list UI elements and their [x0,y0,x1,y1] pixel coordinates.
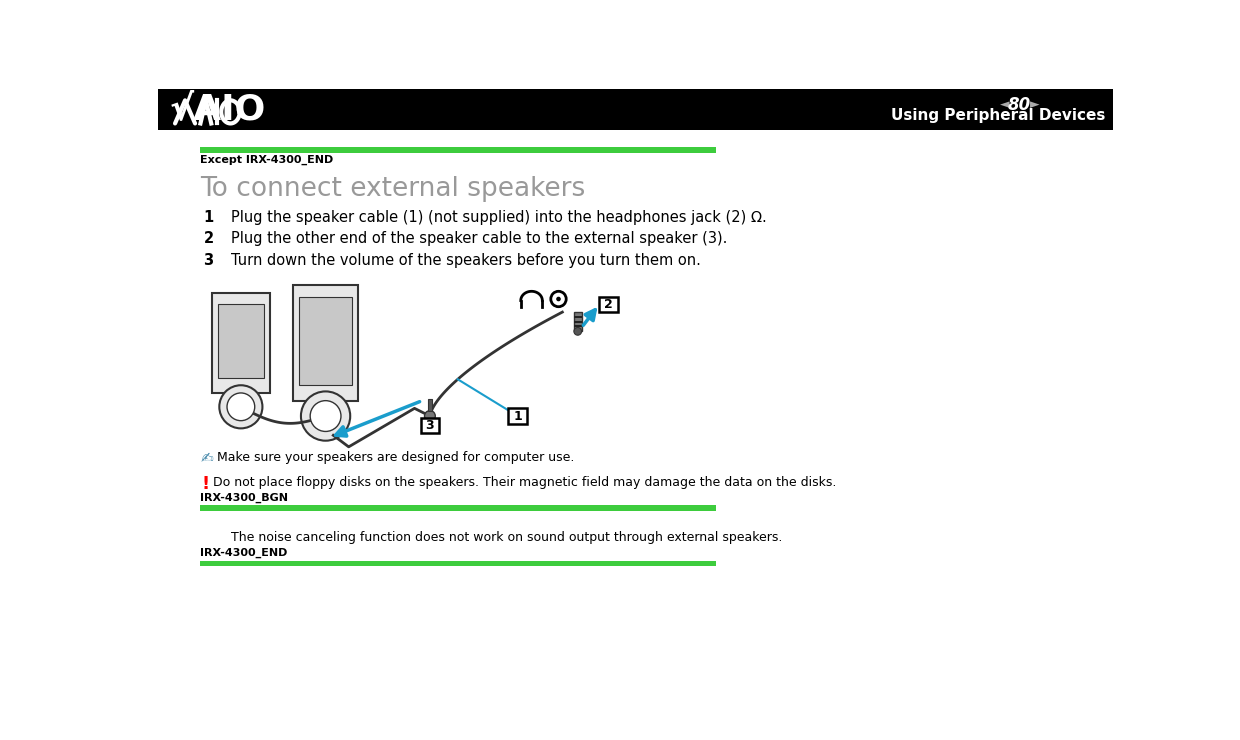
Text: 1: 1 [203,209,213,225]
Bar [599,297,618,312]
Text: !: ! [202,475,210,494]
Text: 3: 3 [203,253,213,268]
Bar [218,304,264,377]
Text: Using Peripheral Devices: Using Peripheral Devices [890,108,1105,123]
Bar [159,89,1112,130]
Text: 3: 3 [425,419,434,431]
Bar [212,293,270,393]
Text: 2: 2 [604,298,613,311]
Bar [574,312,582,332]
Bar [574,325,582,328]
Bar [299,297,352,386]
Text: Plug the speaker cable (1) (not supplied) into the headphones jack (2) Ω.: Plug the speaker cable (1) (not supplied… [231,209,768,225]
Circle shape [424,411,435,422]
Text: 2: 2 [203,231,213,246]
Text: To connect external speakers: To connect external speakers [201,176,585,202]
Text: ►: ► [1029,98,1039,111]
Circle shape [557,297,560,301]
Text: Turn down the volume of the speakers before you turn them on.: Turn down the volume of the speakers bef… [231,253,701,268]
Text: Except IRX-4300_END: Except IRX-4300_END [201,155,334,165]
Bar [508,408,527,424]
Text: Do not place floppy disks on the speakers. Their magnetic field may damage the d: Do not place floppy disks on the speaker… [213,476,836,489]
Circle shape [310,400,341,431]
Bar [201,505,717,511]
Bar [428,399,433,411]
Circle shape [227,393,254,420]
Bar [201,561,717,566]
Text: IRX-4300_BGN: IRX-4300_BGN [201,493,289,503]
Text: 1: 1 [513,409,522,423]
Bar [574,316,582,318]
Text: The noise canceling function does not work on sound output through external spea: The noise canceling function does not wo… [231,531,782,544]
Text: ✍: ✍ [201,451,213,465]
Text: 80: 80 [1007,96,1030,115]
Bar [293,285,358,400]
Text: Plug the other end of the speaker cable to the external speaker (3).: Plug the other end of the speaker cable … [231,231,728,246]
Bar [201,147,717,152]
Circle shape [551,292,567,306]
Text: √AIO: √AIO [170,92,267,127]
Text: ◄: ◄ [1001,98,1009,111]
Bar [574,320,582,323]
Text: Make sure your speakers are designed for computer use.: Make sure your speakers are designed for… [217,451,575,465]
Bar [420,417,439,433]
Circle shape [219,386,263,428]
Text: IRX-4300_END: IRX-4300_END [201,548,288,559]
Circle shape [301,391,350,441]
Circle shape [574,328,582,335]
